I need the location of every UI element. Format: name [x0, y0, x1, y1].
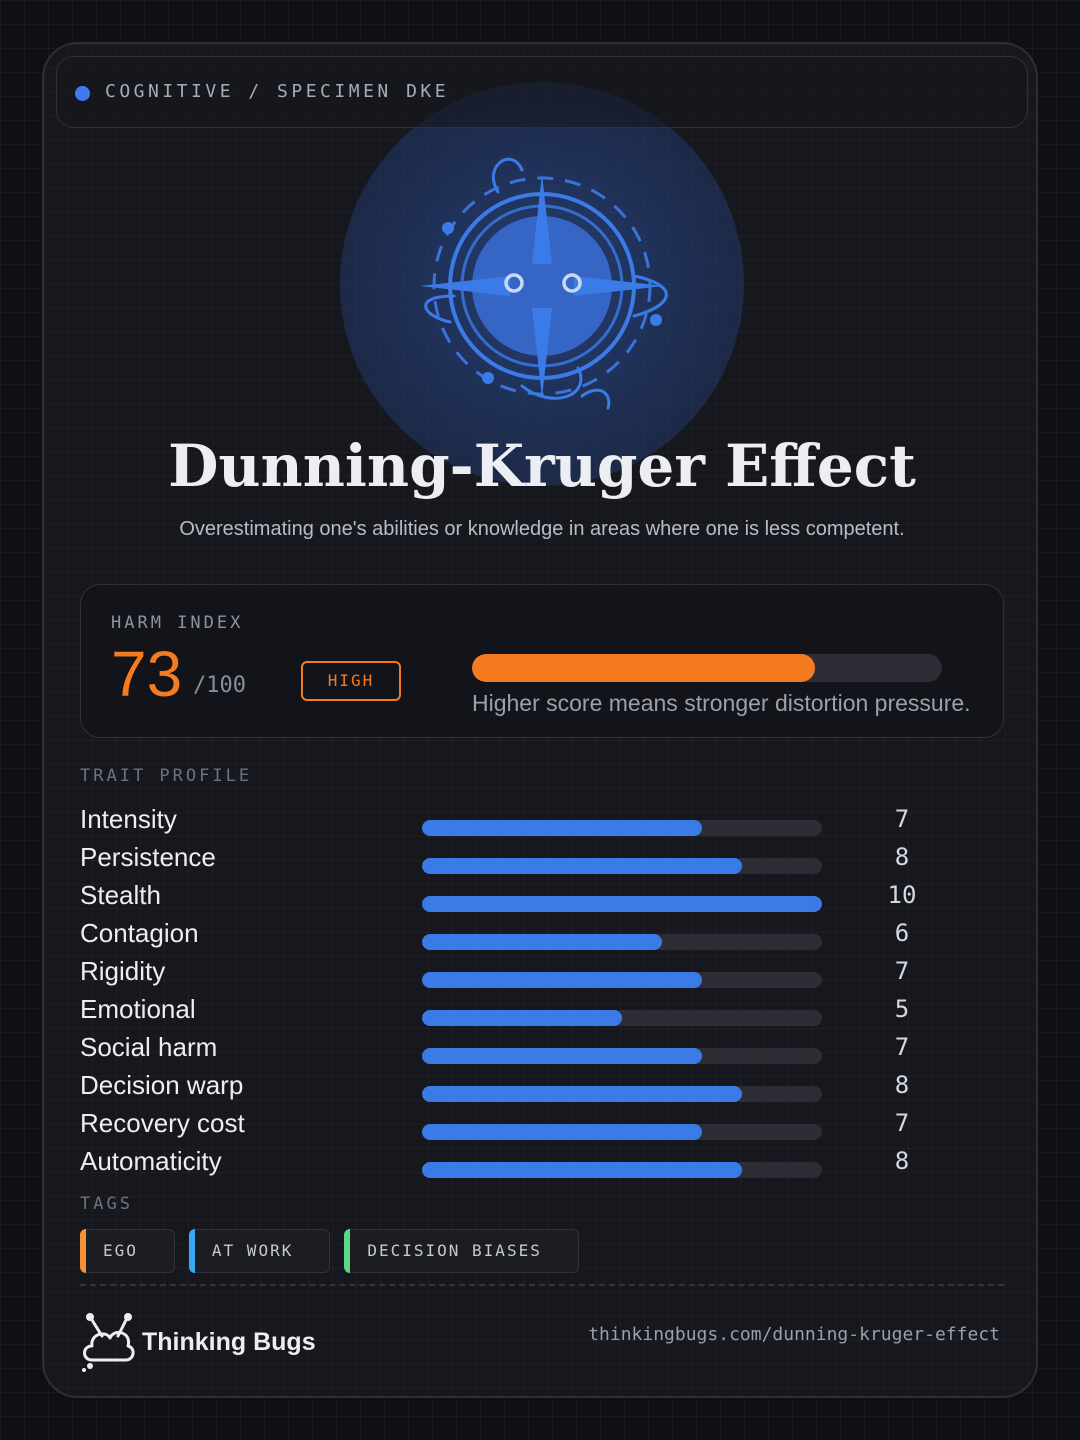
- trait-bar-track: [422, 1162, 822, 1178]
- specimen-card: COGNITIVE / SPECIMEN DKE Dunning-Kruger …: [42, 42, 1038, 1398]
- tag-label: DECISION BIASES: [367, 1241, 542, 1260]
- trait-row: Rigidity 7: [80, 954, 940, 992]
- trait-name: Recovery cost: [80, 1108, 245, 1138]
- trait-row: Emotional 5: [80, 992, 940, 1030]
- tags-label: TAGS: [80, 1194, 133, 1214]
- trait-bar-track: [422, 896, 822, 912]
- footer-divider: [80, 1284, 1004, 1286]
- harm-index-label: HARM INDEX: [111, 613, 244, 633]
- harm-note: Higher score means stronger distortion p…: [472, 690, 971, 716]
- trait-bar-fill: [422, 972, 702, 988]
- trait-bar-fill: [422, 858, 742, 874]
- status-dot: [75, 86, 90, 101]
- trait-row: Contagion 6: [80, 916, 940, 954]
- page-title: Dunning-Kruger Effect: [168, 432, 916, 500]
- trait-bar-track: [422, 1086, 822, 1102]
- trait-bar-fill: [422, 820, 702, 836]
- harm-progress-fill: [472, 654, 816, 682]
- trait-value: 6: [894, 919, 910, 947]
- tag-color-stripe: [188, 1229, 195, 1273]
- trait-name: Rigidity: [80, 956, 166, 986]
- trait-name: Persistence: [80, 842, 216, 872]
- trait-row: Intensity 7: [80, 802, 940, 840]
- trait-profile-label: TRAIT PROFILE: [80, 766, 253, 786]
- trait-name: Intensity: [80, 804, 177, 834]
- tag-chip[interactable]: EGO: [80, 1229, 175, 1273]
- trait-name: Contagion: [80, 918, 199, 948]
- trait-row: Social harm 7: [80, 1030, 940, 1068]
- trait-value: 7: [894, 1109, 910, 1137]
- harm-score: 73: [111, 638, 183, 710]
- trait-value: 7: [894, 1033, 910, 1061]
- harm-score-max: /100: [193, 673, 246, 698]
- trait-value: 8: [894, 1071, 910, 1099]
- trait-bar-track: [422, 972, 822, 988]
- trait-bar-track: [422, 1010, 822, 1026]
- trait-bar-fill: [422, 1124, 702, 1140]
- brand-name: Thinking Bugs: [142, 1328, 316, 1356]
- header-bar: COGNITIVE / SPECIMEN DKE: [56, 56, 1028, 128]
- trait-bar-fill: [422, 934, 662, 950]
- tag-chip[interactable]: AT WORK: [188, 1229, 331, 1273]
- trait-name: Decision warp: [80, 1070, 244, 1100]
- trait-name: Social harm: [80, 1032, 218, 1062]
- compass-bug-icon: [420, 157, 668, 410]
- trait-bar-fill: [422, 1010, 622, 1026]
- trait-value: 10: [887, 881, 917, 909]
- trait-bar-fill: [422, 1048, 702, 1064]
- trait-list: Intensity 7 Persistence 8 Stealth 10 Contagion…: [80, 802, 940, 1182]
- trait-row: Automaticity 8: [80, 1144, 940, 1182]
- trait-row: Decision warp 8: [80, 1068, 940, 1106]
- trait-bar-fill: [422, 1086, 742, 1102]
- trait-row: Stealth 10: [80, 878, 940, 916]
- harm-index-panel: HARM INDEX 73 /100 HIGH Higher score mea…: [80, 584, 1004, 738]
- tag-chip[interactable]: DECISION BIASES: [344, 1229, 579, 1273]
- trait-value: 8: [894, 843, 910, 871]
- trait-bar-track: [422, 820, 822, 836]
- trait-bar-track: [422, 858, 822, 874]
- tag-label: AT WORK: [211, 1241, 294, 1260]
- trait-bar-fill: [422, 1162, 742, 1178]
- trait-row: Recovery cost 7: [80, 1106, 940, 1144]
- trait-value: 8: [894, 1147, 910, 1175]
- tag-label: EGO: [103, 1241, 138, 1260]
- trait-value: 7: [894, 805, 910, 833]
- trait-bar-fill: [422, 896, 822, 912]
- trait-value: 5: [894, 995, 910, 1023]
- harm-progress-track: [472, 654, 942, 682]
- harm-level-badge: HIGH: [301, 661, 401, 701]
- trait-name: Stealth: [80, 880, 161, 910]
- trait-bar-track: [422, 934, 822, 950]
- page-subtitle: Overestimating one's abilities or knowle…: [179, 518, 905, 540]
- trait-name: Automaticity: [80, 1146, 222, 1176]
- trait-row: Persistence 8: [80, 840, 940, 878]
- trait-bar-track: [422, 1124, 822, 1140]
- tag-color-stripe: [344, 1229, 351, 1273]
- page-url[interactable]: thinkingbugs.com/dunning-kruger-effect: [588, 1324, 1000, 1345]
- tag-list: EGO AT WORK DECISION BIASES: [80, 1229, 579, 1273]
- trait-value: 7: [894, 957, 910, 985]
- cloud-bug-icon: [82, 1313, 135, 1372]
- tag-color-stripe: [80, 1229, 86, 1273]
- trait-name: Emotional: [80, 994, 196, 1024]
- trait-bar-track: [422, 1048, 822, 1064]
- breadcrumb: COGNITIVE / SPECIMEN DKE: [105, 81, 450, 102]
